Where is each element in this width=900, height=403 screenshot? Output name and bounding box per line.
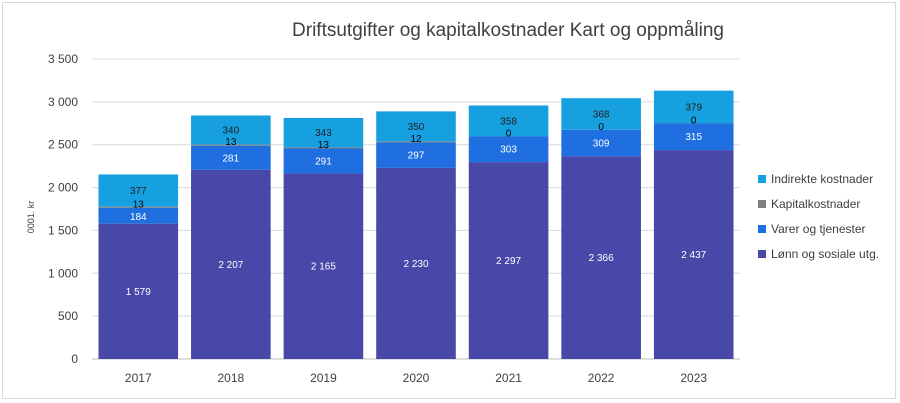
legend-swatch: [758, 175, 766, 183]
data-label: 184: [130, 212, 147, 223]
data-label: 377: [130, 186, 147, 197]
data-label: 281: [223, 153, 240, 164]
bar-segment: [376, 111, 456, 142]
bar-segment: [561, 129, 641, 157]
legend-label: Indirekte kostnader: [771, 172, 873, 186]
data-label: 13: [318, 140, 330, 151]
bar-segment: [376, 167, 456, 359]
legend-swatch: [758, 250, 766, 258]
x-tick-label: 2017: [125, 371, 152, 385]
bar-segment: [98, 207, 179, 224]
y-tick-label: 0: [71, 352, 78, 366]
bar-segment: [191, 115, 271, 145]
data-label: 297: [408, 151, 425, 162]
y-tick-label: 1 000: [48, 266, 78, 280]
data-label: 2 297: [496, 256, 521, 267]
bar-segment: [98, 174, 179, 207]
legend: Indirekte kostnader Kapitalkostnader Varer…: [758, 172, 879, 261]
data-label: 13: [133, 199, 145, 210]
data-label: 2 207: [218, 260, 243, 271]
bar-segment: [191, 145, 271, 170]
bar-segment: [191, 169, 271, 359]
data-label: 1 579: [126, 287, 151, 298]
data-label: 2 437: [681, 250, 706, 261]
y-tick-label: 3 000: [48, 95, 78, 109]
data-label: 0: [506, 129, 512, 140]
data-label: 368: [593, 110, 610, 121]
bar-segment: [283, 148, 364, 174]
bar-segment: [283, 147, 364, 149]
data-label: 350: [408, 122, 425, 133]
data-label: 291: [315, 156, 332, 167]
chart-title: Driftsutgifter og kapitalkostnader Kart …: [292, 20, 724, 41]
data-label: 0: [598, 122, 604, 133]
bar-segment: [653, 123, 734, 151]
data-label: 309: [593, 138, 610, 149]
legend-label: Kapitalkostnader: [771, 197, 860, 211]
x-tick-label: 2022: [588, 371, 615, 385]
data-label: 358: [500, 116, 517, 127]
x-tick-label: 2019: [310, 371, 337, 385]
bar-segment: [561, 156, 641, 359]
bar-segment: [283, 117, 364, 148]
y-tick-label: 500: [58, 309, 78, 323]
data-label: 0: [691, 116, 697, 127]
bar-segment: [98, 223, 179, 359]
data-label: 343: [315, 128, 332, 139]
bar-segment: [653, 90, 734, 124]
chart-frame: [2, 2, 896, 399]
data-label: 2 230: [403, 259, 428, 270]
legend-label: Lønn og sosiale utg.: [771, 247, 879, 261]
legend-swatch: [758, 200, 766, 208]
data-label: 13: [225, 137, 237, 148]
x-axis-ticks: 2017 2018 2019 2020 2021 2022 2023: [125, 371, 707, 385]
bar-segment: [376, 141, 456, 143]
data-label: 2 165: [311, 262, 336, 273]
bar-segment: [468, 162, 549, 359]
y-axis-label: 0001. kr: [26, 201, 36, 234]
bar-segment: [653, 150, 734, 359]
bar-segment: [283, 173, 364, 359]
legend-label: Varer og tjenester: [771, 222, 866, 236]
bar-segment: [98, 206, 179, 208]
bar-segment: [468, 136, 549, 163]
bar-segment: [191, 144, 271, 146]
bar-segment: [376, 142, 456, 168]
y-axis-ticks: 0 500 1 000 1 500 2 000 2 500 3 000 3 500: [48, 52, 78, 366]
data-label: 303: [500, 145, 517, 156]
bars: [98, 90, 734, 359]
data-label: 12: [410, 134, 422, 145]
x-tick-label: 2018: [218, 371, 245, 385]
y-tick-label: 2 500: [48, 138, 78, 152]
y-tick-label: 2 000: [48, 181, 78, 195]
x-tick-label: 2021: [495, 371, 522, 385]
x-tick-label: 2020: [403, 371, 430, 385]
y-tick-label: 3 500: [48, 52, 78, 66]
y-tick-label: 1 500: [48, 223, 78, 237]
bar-segment: [468, 105, 549, 137]
data-label: 379: [685, 102, 702, 113]
data-label: 315: [685, 132, 702, 143]
x-tick-label: 2023: [680, 371, 707, 385]
bar-segment: [561, 98, 641, 130]
data-label: 340: [223, 126, 240, 137]
data-label: 2 366: [589, 253, 614, 264]
legend-swatch: [758, 225, 766, 233]
